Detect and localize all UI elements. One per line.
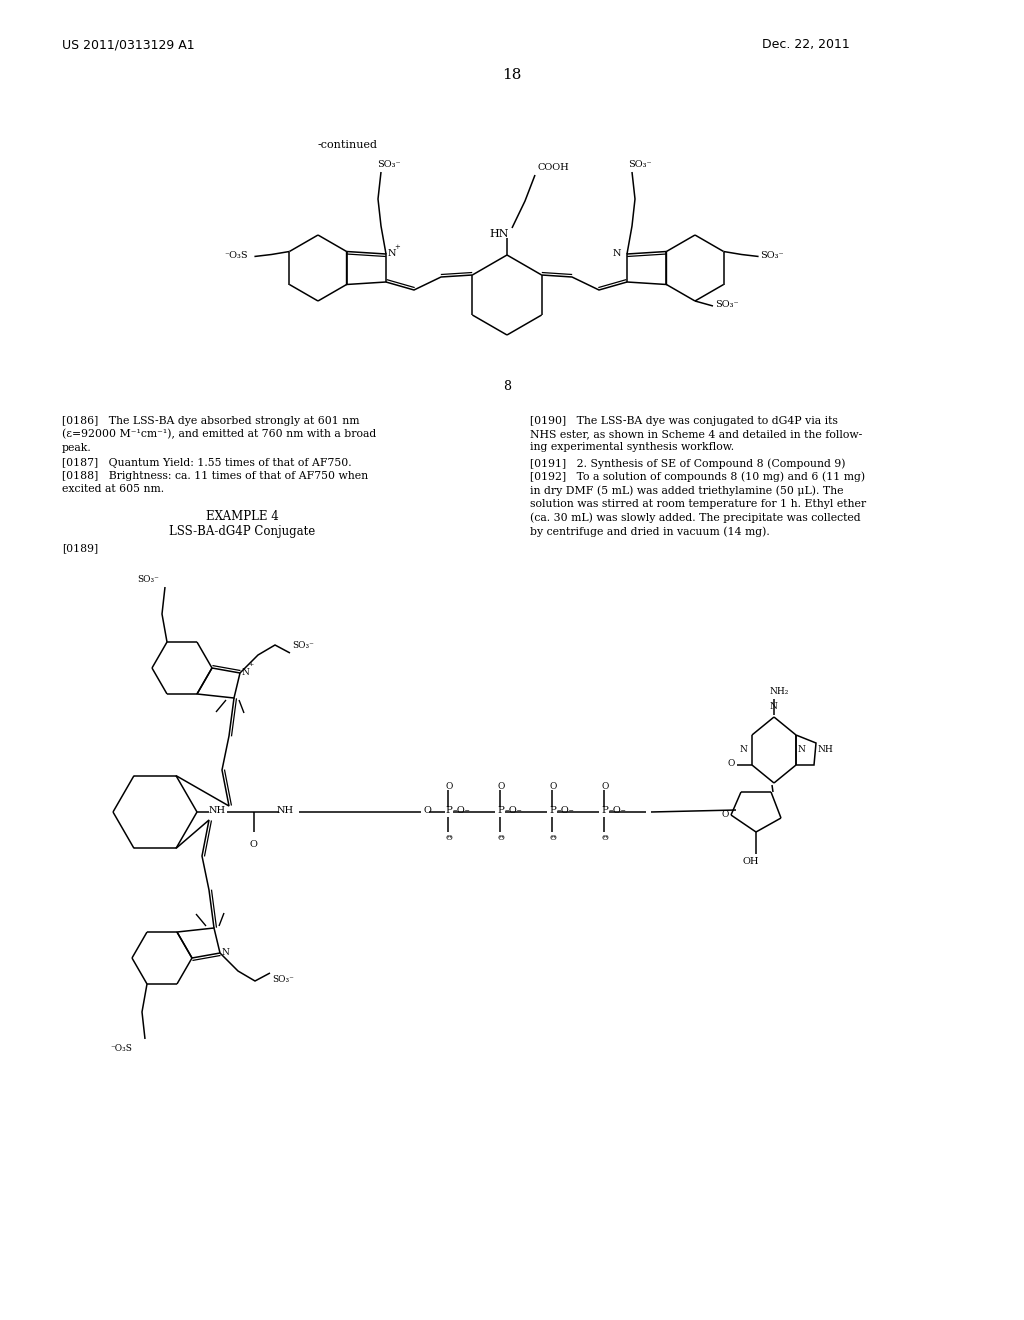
Text: P: P [445,807,452,814]
Text: SO₃⁻: SO₃⁻ [272,975,294,983]
Text: [0188]   Brightness: ca. 11 times of that of AF750 when
excited at 605 nm.: [0188] Brightness: ca. 11 times of that … [62,471,368,494]
Text: [0191]   2. Synthesis of SE of Compound 8 (Compound 9): [0191] 2. Synthesis of SE of Compound 8 … [530,458,846,469]
Text: N: N [613,249,622,257]
Text: -continued: -continued [318,140,378,150]
Text: N: N [798,744,806,754]
Text: O: O [601,781,608,791]
Text: [0186]   The LSS-BA dye absorbed strongly at 601 nm
(ε=92000 M⁻¹cm⁻¹), and emitt: [0186] The LSS-BA dye absorbed strongly … [62,416,376,453]
Text: COOH: COOH [537,162,568,172]
Text: –O–: –O– [609,807,627,814]
Text: N: N [222,948,229,957]
Text: SO₃⁻: SO₃⁻ [761,251,784,260]
Text: –O–: –O– [505,807,522,814]
Text: N: N [740,744,748,754]
Text: Θ: Θ [549,834,556,842]
Text: LSS-BA-dG4P Conjugate: LSS-BA-dG4P Conjugate [169,525,315,539]
Text: NH₂: NH₂ [769,686,788,696]
Text: NH: NH [818,744,834,754]
Text: Θ: Θ [445,834,452,842]
Text: US 2011/0313129 A1: US 2011/0313129 A1 [62,38,195,51]
Text: O: O [497,781,505,791]
Text: +: + [248,663,253,667]
Text: SO₃⁻: SO₃⁻ [628,160,651,169]
Text: N: N [388,249,396,257]
Text: P: P [549,807,556,814]
Text: O: O [445,781,453,791]
Text: SO₃⁻: SO₃⁻ [715,300,738,309]
Text: Dec. 22, 2011: Dec. 22, 2011 [762,38,850,51]
Text: Θ: Θ [601,834,608,842]
Text: –O–: –O– [453,807,471,814]
Text: ⁻O₃S: ⁻O₃S [224,251,248,260]
Text: +: + [394,243,399,251]
Text: SO₃⁻: SO₃⁻ [137,576,159,583]
Text: N: N [769,702,777,711]
Text: N: N [242,668,250,677]
Text: ⁻O₃S: ⁻O₃S [110,1044,132,1053]
Text: NH: NH [278,807,294,814]
Text: O: O [721,810,728,818]
Text: 8: 8 [503,380,511,393]
Text: NH: NH [209,807,226,814]
Text: O: O [727,759,734,768]
Text: –O–: –O– [557,807,574,814]
Text: OH: OH [742,857,759,866]
Text: [0190]   The LSS-BA dye was conjugated to dG4P via its
NHS ester, as shown in Sc: [0190] The LSS-BA dye was conjugated to … [530,416,862,453]
Text: 18: 18 [503,69,521,82]
Text: P: P [601,807,608,814]
Text: O: O [423,807,431,814]
Text: SO₃⁻: SO₃⁻ [292,642,314,649]
Text: Θ: Θ [497,834,504,842]
Text: O: O [250,840,258,849]
Text: SO₃⁻: SO₃⁻ [377,160,400,169]
Text: O: O [549,781,556,791]
Text: [0192]   To a solution of compounds 8 (10 mg) and 6 (11 mg)
in dry DMF (5 mL) wa: [0192] To a solution of compounds 8 (10 … [530,471,866,537]
Text: HN: HN [489,228,509,239]
Text: P: P [497,807,504,814]
Text: EXAMPLE 4: EXAMPLE 4 [206,510,279,523]
Text: [0187]   Quantum Yield: 1.55 times of that of AF750.: [0187] Quantum Yield: 1.55 times of that… [62,458,351,469]
Text: [0189]: [0189] [62,543,98,553]
